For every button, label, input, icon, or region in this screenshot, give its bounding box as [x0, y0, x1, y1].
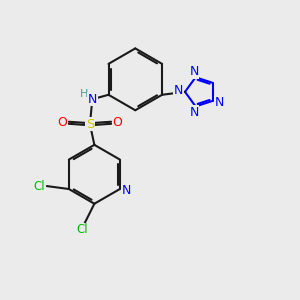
Text: N: N [214, 96, 224, 109]
Text: N: N [88, 93, 97, 106]
Text: O: O [57, 116, 67, 129]
Text: S: S [86, 118, 94, 131]
Text: Cl: Cl [34, 180, 45, 193]
Text: N: N [174, 84, 183, 97]
Text: N: N [189, 65, 199, 78]
Text: Cl: Cl [77, 223, 88, 236]
Text: O: O [113, 116, 123, 129]
Text: N: N [189, 106, 199, 119]
Text: N: N [122, 184, 131, 197]
Text: H: H [80, 89, 88, 99]
